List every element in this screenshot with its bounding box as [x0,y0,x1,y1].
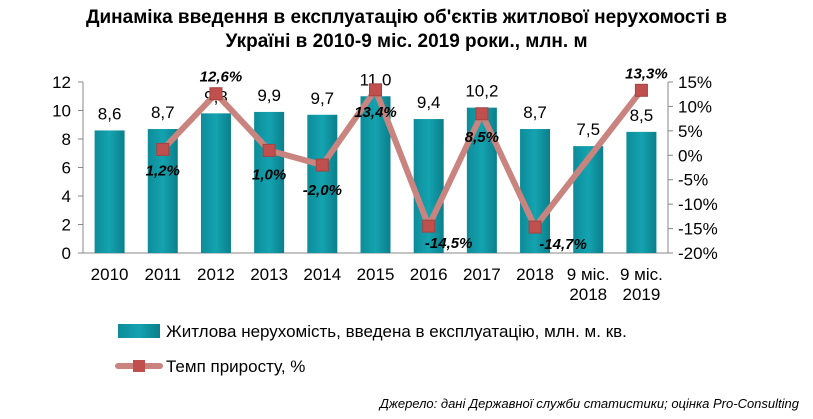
y-right-tick-label: -15% [678,220,718,239]
growth-rate-line [159,86,645,231]
growth-label-7: 8,5% [465,129,499,146]
y-right-tick-label: -5% [678,171,708,190]
x-tick-label-4: 2014 [303,265,341,284]
growth-marker-3 [262,143,276,157]
bar-8 [520,129,551,253]
growth-label-3: 1,0% [252,166,286,183]
chart-title: Динаміка введення в експлуатацію об'єкті… [0,6,813,54]
y-left-tick-label: 12 [52,73,71,92]
y-left-tick-label: 2 [62,216,71,235]
growth-marker-2 [209,87,223,101]
chart-title-line-1: Динаміка введення в експлуатацію об'єкті… [85,7,728,28]
growth-label-2: 12,6% [200,69,243,86]
growth-label-5: 13,4% [354,104,397,121]
legend-bar-swatch [118,324,160,338]
y-right-tick-label: -20% [678,244,718,263]
chart-title-line-2: Україні в 2010-9 міс. 2019 роки., млн. м [225,31,588,52]
growth-marker-6 [422,219,436,233]
y-right-tick-label: 0% [678,146,703,165]
growth-label-6: -14,5% [425,235,473,252]
growth-marker-1 [156,142,170,156]
y-left-tick-label: 0 [62,244,71,263]
x-tick-label-8: 2018 [516,265,554,284]
growth-marker-4 [315,158,329,172]
y-left-tick-label: 6 [62,159,71,178]
x-tick-label-1: 2011 [144,265,181,284]
x-tick-label-10: 2019 [622,285,660,304]
y-left-tick-label: 8 [62,130,71,149]
y-right-tick-label: 15% [678,73,712,92]
growth-label-4: -2,0% [303,182,342,199]
bar-value-label-10: 8,5 [630,106,654,125]
bar-0 [94,130,125,253]
bar-value-label-0: 8,6 [98,104,122,123]
bar-value-label-7: 10,2 [465,82,498,101]
bar-value-label-4: 9,7 [310,89,334,108]
bar-9 [573,146,604,253]
y-left-tick-label: 10 [52,102,71,121]
source-note: Джерело: дані Державної служби статистик… [379,396,799,411]
x-tick-label-10: 9 міс. [620,265,663,284]
y-right-tick-label: -10% [678,195,718,214]
growth-marker-5 [369,83,382,97]
bar-value-label-1: 8,7 [151,103,175,122]
legend-line-marker [133,360,145,372]
x-tick-label-0: 2010 [91,265,129,284]
bar-value-label-9: 7,5 [576,120,600,139]
x-tick-label-3: 2013 [250,265,288,284]
bar-10 [626,131,657,253]
growth-label-10: 13,3% [625,65,668,82]
bar-value-label-5: 11,0 [360,70,392,89]
x-tick-label-9: 9 міс. [567,265,610,284]
bar-4 [307,114,338,254]
legend-bar-label: Житлова нерухомість, введена в експлуата… [166,322,627,341]
x-tick-label-7: 2017 [463,265,501,284]
bar-value-label-8: 8,7 [523,103,547,122]
y-left-tick-label: 4 [62,187,71,206]
growth-marker-8 [528,220,542,234]
bar-value-label-3: 9,9 [257,86,281,105]
bar-value-label-6: 9,4 [417,93,441,112]
growth-label-8: -14,7% [539,236,587,253]
x-tick-label-5: 2015 [357,265,395,284]
x-tick-label-6: 2016 [410,265,448,284]
x-tick-label-9: 2018 [569,285,607,304]
x-tick-label-2: 2012 [197,265,235,284]
bar-6 [413,119,444,253]
y-right-tick-label: 10% [678,97,712,116]
legend-line-label: Темп приросту, % [166,357,305,376]
growth-label-1: 1,2% [146,162,180,179]
growth-marker-10 [634,83,648,97]
growth-marker-7 [475,107,489,121]
y-right-tick-label: 5% [678,122,703,141]
bar-2 [200,113,231,253]
